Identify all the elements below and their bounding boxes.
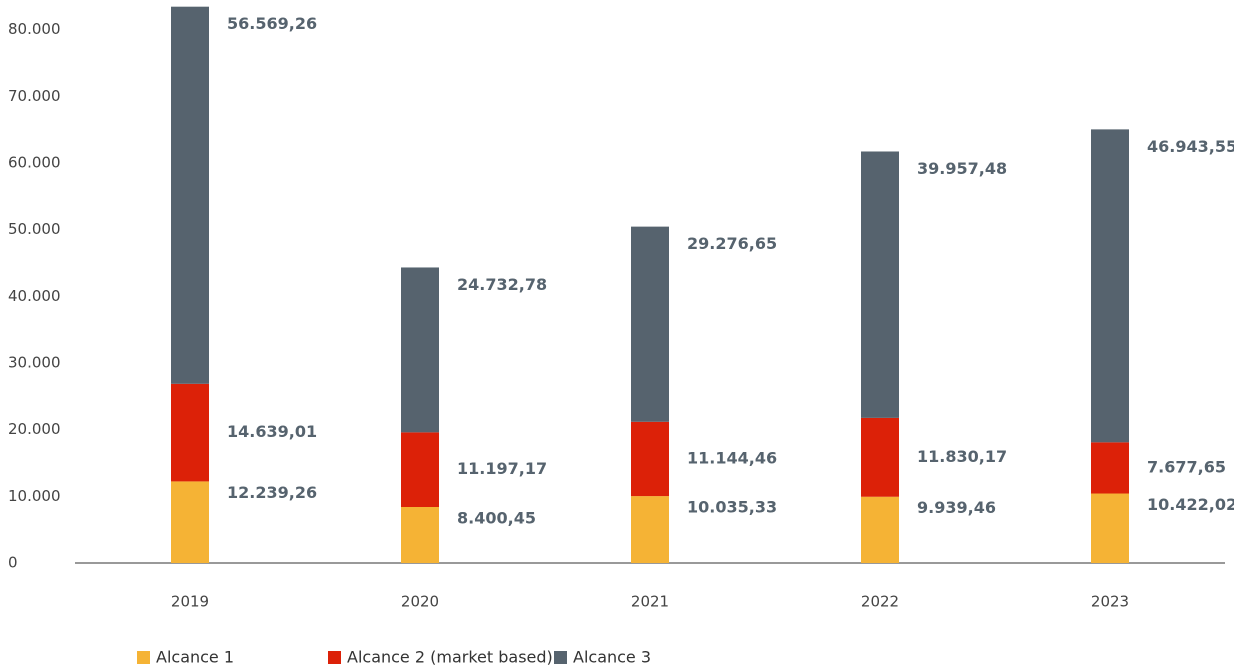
- value-label: 7.677,65: [1147, 457, 1226, 476]
- x-tick-label: 2020: [401, 593, 439, 611]
- legend-swatch: [137, 651, 150, 664]
- bar-segment: [171, 6, 209, 384]
- value-label: 12.239,26: [227, 483, 317, 502]
- y-tick-label: 40.000: [8, 287, 61, 305]
- value-label: 8.400,45: [457, 508, 536, 527]
- y-tick-label: 50.000: [8, 220, 61, 238]
- bar-segment: [401, 267, 439, 433]
- bar-segment: [861, 151, 899, 418]
- legend-label: Alcance 2 (market based): [347, 648, 553, 667]
- legend-label: Alcance 3: [573, 648, 651, 667]
- x-tick-label: 2022: [861, 593, 899, 611]
- value-label: 11.144,46: [687, 448, 777, 467]
- value-label: 46.943,55: [1147, 137, 1234, 156]
- y-tick-label: 70.000: [8, 87, 61, 105]
- y-tick-label: 80.000: [8, 20, 61, 38]
- bar-segment: [631, 421, 669, 497]
- bar-segment: [631, 226, 669, 422]
- bar-segment: [1091, 493, 1129, 563]
- legend-label: Alcance 1: [156, 648, 234, 667]
- value-label: 56.569,26: [227, 14, 317, 33]
- value-label: 11.197,17: [457, 459, 547, 478]
- y-tick-label: 20.000: [8, 420, 61, 438]
- bar-segment: [171, 383, 209, 482]
- y-tick-label: 0: [8, 554, 18, 572]
- y-tick-label: 60.000: [8, 154, 61, 172]
- legend-swatch: [554, 651, 567, 664]
- value-label: 24.732,78: [457, 275, 547, 294]
- bar-segment: [631, 496, 669, 563]
- value-label: 29.276,65: [687, 234, 777, 253]
- y-tick-label: 30.000: [8, 354, 61, 372]
- bar-segment: [171, 481, 209, 563]
- value-label: 11.830,17: [917, 447, 1007, 466]
- bar-segment: [1091, 442, 1129, 494]
- bar-segment: [1091, 129, 1129, 443]
- bar-segment: [861, 417, 899, 497]
- y-tick-label: 10.000: [8, 487, 61, 505]
- value-label: 10.035,33: [687, 498, 777, 517]
- value-label: 9.939,46: [917, 498, 996, 517]
- bar-segment: [401, 432, 439, 507]
- x-tick-label: 2019: [171, 593, 209, 611]
- value-label: 14.639,01: [227, 422, 317, 441]
- value-label: 10.422,02: [1147, 495, 1234, 514]
- bar-segment: [861, 496, 899, 563]
- value-label: 39.957,48: [917, 159, 1007, 178]
- bar-segment: [401, 506, 439, 563]
- x-tick-label: 2023: [1091, 593, 1129, 611]
- x-tick-label: 2021: [631, 593, 669, 611]
- legend-swatch: [328, 651, 341, 664]
